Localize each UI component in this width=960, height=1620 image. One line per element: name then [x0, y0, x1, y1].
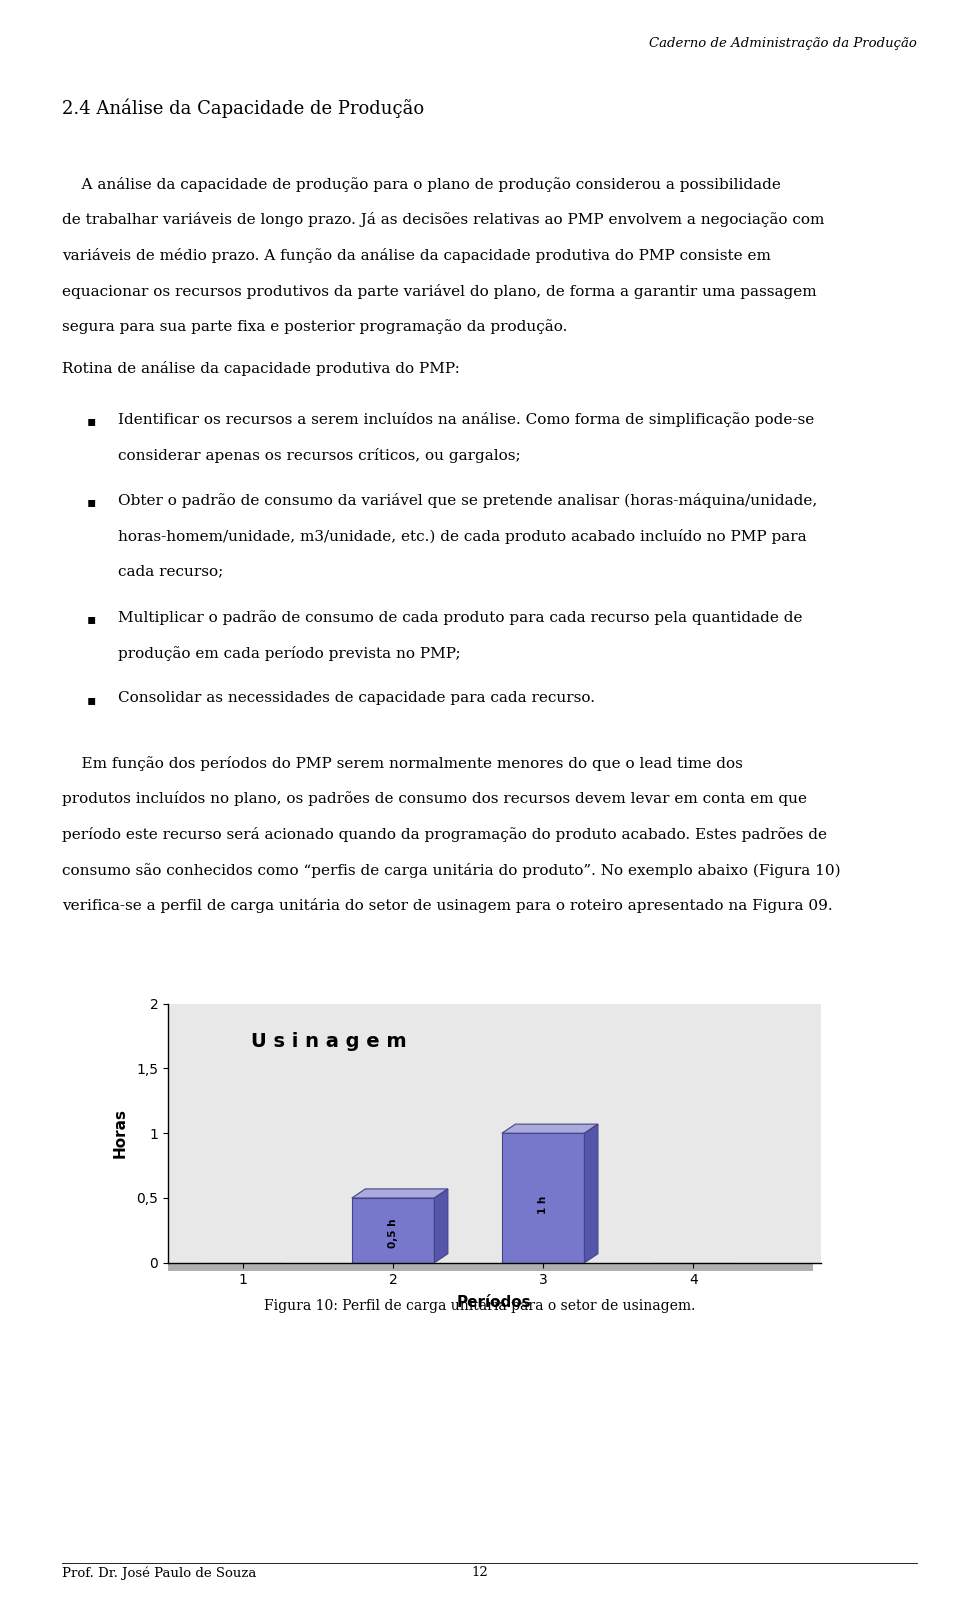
- Text: cada recurso;: cada recurso;: [118, 565, 224, 578]
- Text: Figura 10: Perfil de carga unitária para o setor de usinagem.: Figura 10: Perfil de carga unitária para…: [264, 1299, 696, 1314]
- Text: 12: 12: [471, 1567, 489, 1580]
- Text: verifica-se a perfil de carga unitária do setor de usinagem para o roteiro apres: verifica-se a perfil de carga unitária d…: [62, 899, 833, 914]
- Text: ▪: ▪: [86, 496, 96, 509]
- Y-axis label: Horas: Horas: [113, 1108, 128, 1158]
- Text: ▪: ▪: [86, 612, 96, 625]
- Text: Consolidar as necessidades de capacidade para cada recurso.: Consolidar as necessidades de capacidade…: [118, 692, 595, 705]
- Text: Obter o padrão de consumo da variável que se pretende analisar (horas-máquina/un: Obter o padrão de consumo da variável qu…: [118, 494, 817, 509]
- Text: período este recurso será acionado quando da programação do produto acabado. Est: período este recurso será acionado quand…: [62, 828, 828, 842]
- Text: Em função dos períodos do PMP serem normalmente menores do que o lead time dos: Em função dos períodos do PMP serem norm…: [62, 757, 743, 771]
- Text: considerar apenas os recursos críticos, ou gargalos;: considerar apenas os recursos críticos, …: [118, 449, 520, 463]
- Text: produtos incluídos no plano, os padrões de consumo dos recursos devem levar em c: produtos incluídos no plano, os padrões …: [62, 792, 807, 807]
- Polygon shape: [434, 1189, 448, 1264]
- Text: Caderno de Administração da Produção: Caderno de Administração da Produção: [649, 37, 917, 50]
- Polygon shape: [585, 1124, 598, 1264]
- Text: consumo são conhecidos como “perfis de carga unitária do produto”. No exemplo ab: consumo são conhecidos como “perfis de c…: [62, 863, 841, 878]
- Polygon shape: [502, 1124, 598, 1134]
- Text: A análise da capacidade de produção para o plano de produção considerou a possib: A análise da capacidade de produção para…: [62, 177, 781, 191]
- Bar: [351, 1199, 434, 1264]
- Text: Identificar os recursos a serem incluídos na análise. Como forma de simplificaçã: Identificar os recursos a serem incluído…: [118, 413, 814, 428]
- Text: produção em cada período prevista no PMP;: produção em cada período prevista no PMP…: [118, 646, 461, 661]
- Polygon shape: [168, 1264, 813, 1270]
- X-axis label: Períodos: Períodos: [457, 1294, 532, 1311]
- Text: equacionar os recursos produtivos da parte variável do plano, de forma a garanti: equacionar os recursos produtivos da par…: [62, 284, 817, 298]
- Text: variáveis de médio prazo. A função da análise da capacidade produtiva do PMP con: variáveis de médio prazo. A função da an…: [62, 248, 771, 262]
- Text: 0,5 h: 0,5 h: [388, 1218, 398, 1249]
- Text: horas-homem/unidade, m3/unidade, etc.) de cada produto acabado incluído no PMP p: horas-homem/unidade, m3/unidade, etc.) d…: [118, 530, 806, 544]
- Text: Multiplicar o padrão de consumo de cada produto para cada recurso pela quantidad: Multiplicar o padrão de consumo de cada …: [118, 611, 803, 625]
- Text: Rotina de análise da capacidade produtiva do PMP:: Rotina de análise da capacidade produtiv…: [62, 361, 460, 376]
- Text: ▪: ▪: [86, 415, 96, 428]
- Text: Prof. Dr. José Paulo de Souza: Prof. Dr. José Paulo de Souza: [62, 1567, 256, 1580]
- Text: ▪: ▪: [86, 693, 96, 706]
- Text: segura para sua parte fixa e posterior programação da produção.: segura para sua parte fixa e posterior p…: [62, 319, 567, 334]
- Bar: [502, 1134, 585, 1264]
- Polygon shape: [351, 1189, 448, 1199]
- Text: 2.4 Análise da Capacidade de Produção: 2.4 Análise da Capacidade de Produção: [62, 99, 424, 118]
- Text: 1 h: 1 h: [539, 1196, 548, 1213]
- Text: de trabalhar variáveis de longo prazo. Já as decisões relativas ao PMP envolvem : de trabalhar variáveis de longo prazo. J…: [62, 212, 825, 227]
- Text: U s i n a g e m: U s i n a g e m: [251, 1032, 406, 1051]
